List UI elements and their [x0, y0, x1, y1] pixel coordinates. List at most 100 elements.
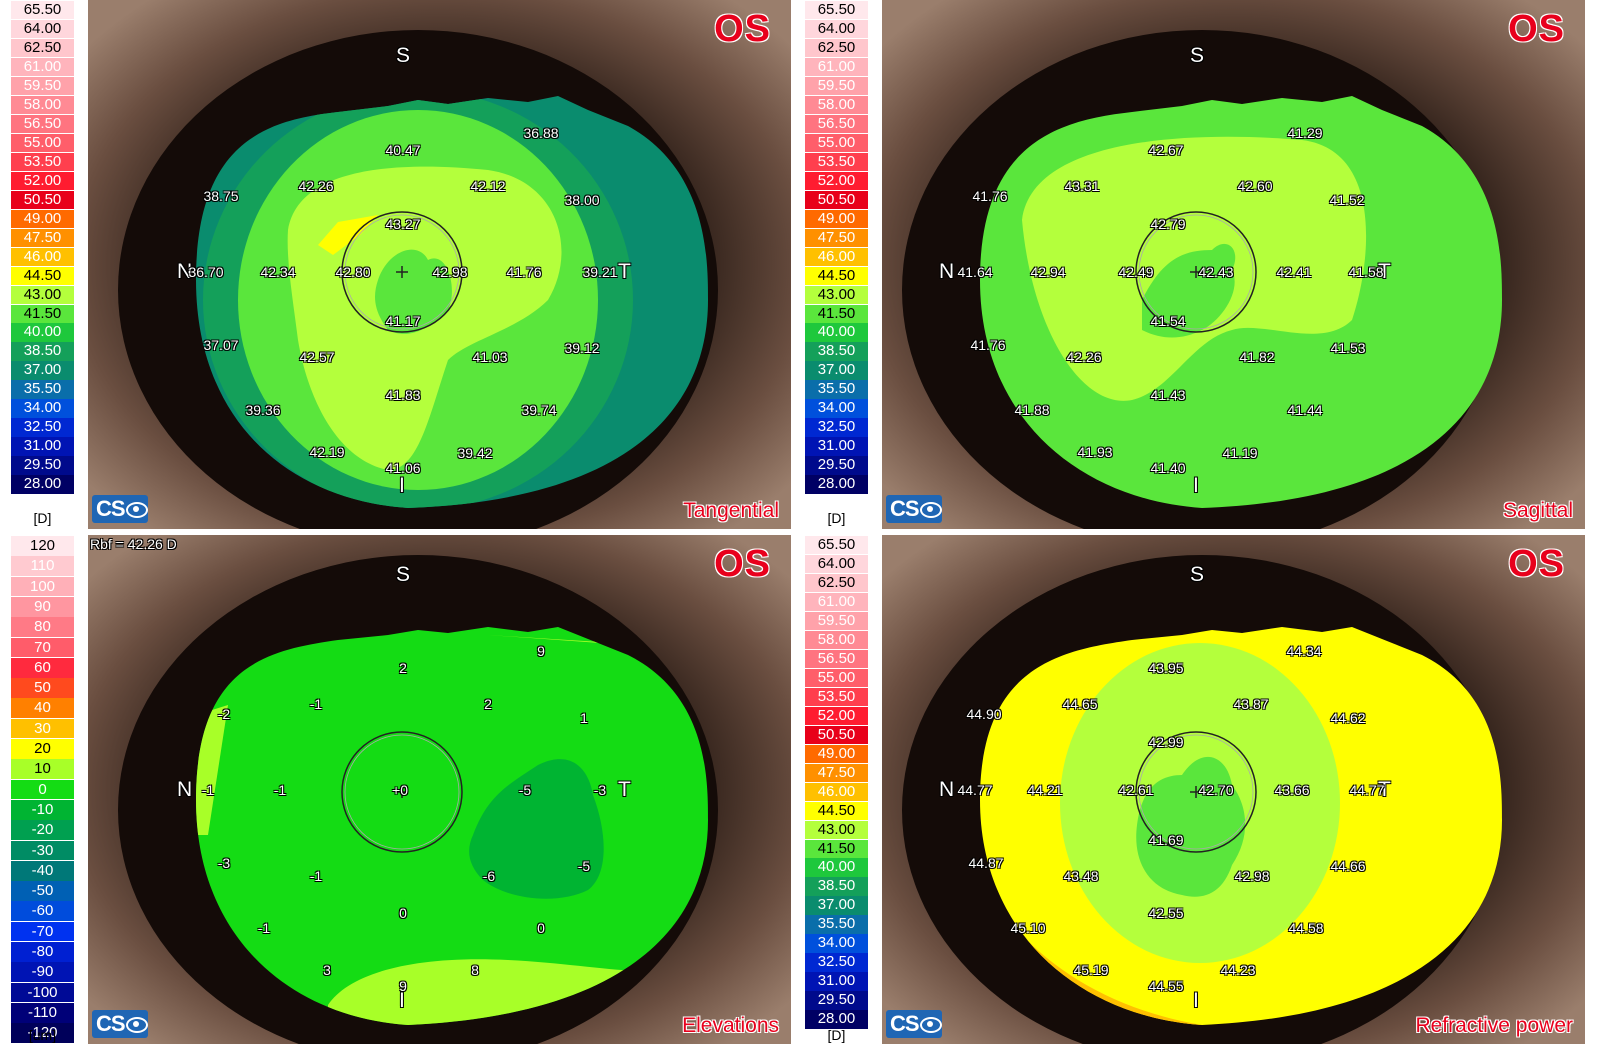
scale-step: 100 [11, 576, 74, 597]
map-value: 45.19 [1073, 962, 1109, 978]
map-value: 41.44 [1287, 402, 1323, 418]
scale-step: 55.00 [805, 668, 868, 688]
scale-step: 64.00 [11, 19, 74, 39]
eye-logo-icon [125, 502, 148, 519]
color-scale-elevations: 120 110 100 90 80 70 60 50 40 30 20 10 0 -10 -20 -30 -40… [0, 535, 76, 1044]
scale-step: 32.50 [805, 953, 868, 972]
sagittal-map-panel[interactable]: OS Sagittal CS S N T I 42.67 41.29 41.76 43… [882, 0, 1585, 529]
map-value: 42.19 [309, 444, 345, 460]
scale-step: 80 [11, 617, 74, 637]
direction-temporal: T [618, 260, 631, 283]
scale-step: 52.00 [805, 171, 868, 191]
scale-step: 53.50 [805, 152, 868, 172]
map-value: 3 [323, 962, 331, 978]
map-value: 44.77 [957, 782, 993, 798]
scale-step: 60 [11, 657, 74, 678]
map-value: 42.55 [1148, 905, 1184, 921]
map-value: 39.21 [582, 264, 618, 280]
direction-inferior: I [1193, 989, 1199, 1012]
scale-step: 29.50 [805, 456, 868, 475]
scale-step: 46.00 [11, 247, 74, 267]
map-value: 36.88 [523, 125, 559, 141]
eye-label-os: OS [714, 543, 771, 585]
scale-step: 58.00 [11, 95, 74, 115]
map-value: 2 [399, 660, 407, 676]
map-value: 0 [399, 905, 407, 921]
scale-step: 59.50 [11, 76, 74, 96]
scale-step: 37.00 [805, 896, 868, 915]
cso-logo: CS [886, 495, 942, 523]
elevations-map-panel[interactable]: Rbf = 42.26 D OS Elevations CS S N T I 2… [88, 535, 791, 1044]
scale-step: 55.00 [11, 133, 74, 153]
scale-step: 56.50 [11, 114, 74, 134]
map-value: 41.03 [472, 349, 508, 365]
map-value: 42.98 [432, 264, 468, 280]
scale-step: 56.50 [805, 114, 868, 134]
map-value: 44.21 [1027, 782, 1063, 798]
direction-nasal: N [939, 260, 955, 283]
direction-superior: S [396, 44, 411, 67]
refractive-power-map-panel[interactable]: OS Refractive power CS S N T I 43.95 44.3… [882, 535, 1585, 1044]
scale-step: 46.00 [805, 247, 868, 267]
scale-step: -40 [11, 860, 74, 881]
map-value: 41.82 [1239, 349, 1275, 365]
scale-step: 46.00 [805, 782, 868, 802]
scale-step: 41.50 [11, 304, 74, 323]
direction-inferior: I [1193, 474, 1199, 497]
map-value: 8 [471, 962, 479, 978]
map-value: 0 [537, 920, 545, 936]
scale-step: 31.00 [11, 437, 74, 456]
scale-step: 64.00 [805, 554, 868, 574]
map-type-label: Tangential [683, 499, 779, 522]
scale-step: 61.00 [805, 592, 868, 612]
map-value: -1 [257, 920, 271, 936]
map-type-label: Elevations [682, 1014, 779, 1037]
map-value: 42.99 [1148, 734, 1184, 750]
map-value: 42.49 [1118, 264, 1154, 280]
map-value: +0 [392, 782, 408, 798]
map-value: -6 [482, 868, 496, 884]
logo-text: CS [96, 496, 126, 521]
map-value: -1 [201, 782, 215, 798]
map-value: 41.76 [970, 337, 1006, 353]
map-value: 43.87 [1233, 696, 1269, 712]
scale-step: 20 [11, 739, 74, 759]
map-value: 41.76 [972, 188, 1008, 204]
scale-step: 55.00 [805, 133, 868, 153]
map-value: 37.07 [203, 337, 239, 353]
direction-nasal: N [177, 260, 193, 283]
scale-step: -90 [11, 962, 74, 983]
scale-step: -20 [11, 820, 74, 840]
map-value: 41.69 [1148, 832, 1184, 848]
scale-step: 44.50 [805, 801, 868, 821]
map-value: 44.55 [1148, 978, 1184, 994]
map-value: 42.79 [1150, 216, 1186, 232]
tangential-map-panel[interactable]: OS Tangential CS S N T I 40.47 36.88 38.75… [88, 0, 791, 529]
scale-step: 47.50 [805, 228, 868, 248]
scale-step: -100 [11, 982, 74, 1003]
scale-unit: [D] [33, 510, 52, 526]
scale-step: 32.50 [805, 418, 868, 437]
map-value: 39.36 [245, 402, 281, 418]
cso-logo: CS [92, 495, 148, 523]
map-value: 42.57 [299, 349, 335, 365]
scale-step: 62.50 [11, 38, 74, 58]
logo-text: CS [890, 1011, 920, 1036]
scale-step: 70 [11, 637, 74, 658]
map-value: 44.77 [1349, 782, 1385, 798]
scale-step: 44.50 [805, 266, 868, 286]
map-value: 2 [484, 696, 492, 712]
map-value: 41.93 [1077, 444, 1113, 460]
scale-step: 65.50 [11, 1, 74, 20]
direction-temporal: T [1378, 778, 1391, 801]
map-value: 42.60 [1237, 178, 1273, 194]
scale-step: 120 [11, 536, 74, 556]
scale-step: 49.00 [805, 209, 868, 229]
map-value: 41.83 [385, 387, 421, 403]
scale-step: 32.50 [11, 418, 74, 437]
scale-step: 59.50 [805, 76, 868, 96]
map-value: 41.58 [1348, 264, 1384, 280]
scale-step: 49.00 [805, 744, 868, 764]
scale-step: 58.00 [805, 95, 868, 115]
scale-step: 52.00 [11, 171, 74, 191]
